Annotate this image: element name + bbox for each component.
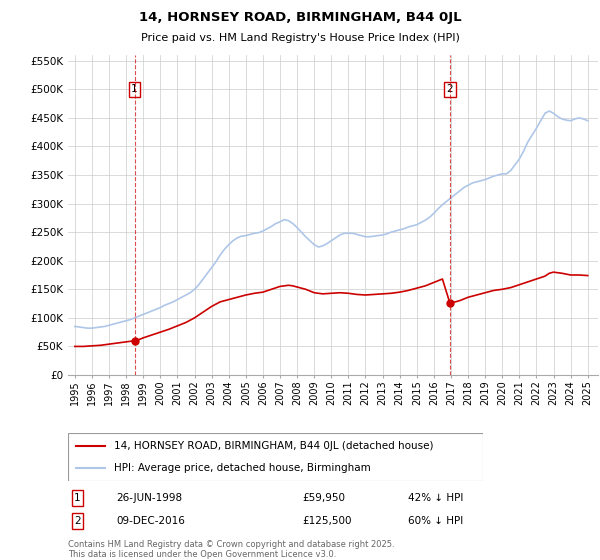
Text: 60% ↓ HPI: 60% ↓ HPI [409,516,464,526]
Text: 26-JUN-1998: 26-JUN-1998 [116,493,182,503]
Text: 14, HORNSEY ROAD, BIRMINGHAM, B44 0JL (detached house): 14, HORNSEY ROAD, BIRMINGHAM, B44 0JL (d… [113,441,433,451]
Text: £125,500: £125,500 [302,516,352,526]
Text: 1: 1 [74,493,81,503]
Text: HPI: Average price, detached house, Birmingham: HPI: Average price, detached house, Birm… [113,463,370,473]
Text: 42% ↓ HPI: 42% ↓ HPI [409,493,464,503]
Text: Price paid vs. HM Land Registry's House Price Index (HPI): Price paid vs. HM Land Registry's House … [140,33,460,43]
Text: Contains HM Land Registry data © Crown copyright and database right 2025.
This d: Contains HM Land Registry data © Crown c… [68,540,395,559]
Text: £59,950: £59,950 [302,493,345,503]
Text: 2: 2 [74,516,81,526]
Text: 14, HORNSEY ROAD, BIRMINGHAM, B44 0JL: 14, HORNSEY ROAD, BIRMINGHAM, B44 0JL [139,12,461,25]
Text: 09-DEC-2016: 09-DEC-2016 [116,516,185,526]
Text: 2: 2 [446,85,453,94]
Text: 1: 1 [131,85,138,94]
